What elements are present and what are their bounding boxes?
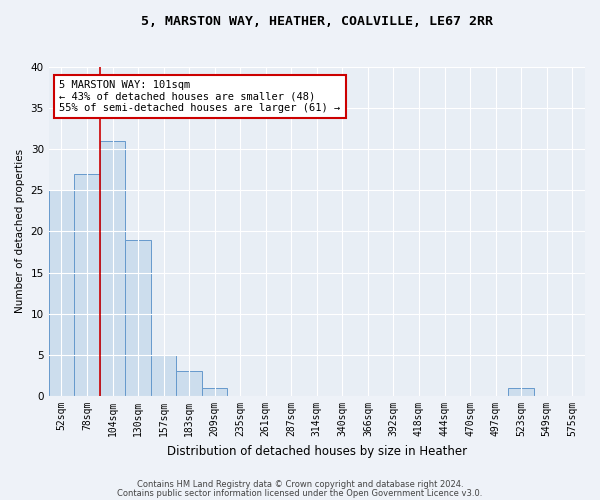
- Bar: [508, 388, 534, 396]
- Y-axis label: Number of detached properties: Number of detached properties: [15, 150, 25, 314]
- Bar: [74, 174, 100, 396]
- Text: Contains public sector information licensed under the Open Government Licence v3: Contains public sector information licen…: [118, 488, 482, 498]
- Bar: [151, 355, 176, 396]
- Text: Contains HM Land Registry data © Crown copyright and database right 2024.: Contains HM Land Registry data © Crown c…: [137, 480, 463, 489]
- Bar: [49, 190, 74, 396]
- Bar: [125, 240, 151, 396]
- X-axis label: Distribution of detached houses by size in Heather: Distribution of detached houses by size …: [167, 444, 467, 458]
- Bar: [100, 141, 125, 396]
- Bar: [202, 388, 227, 396]
- Title: 5, MARSTON WAY, HEATHER, COALVILLE, LE67 2RR: 5, MARSTON WAY, HEATHER, COALVILLE, LE67…: [141, 15, 493, 28]
- Text: 5 MARSTON WAY: 101sqm
← 43% of detached houses are smaller (48)
55% of semi-deta: 5 MARSTON WAY: 101sqm ← 43% of detached …: [59, 80, 341, 113]
- Bar: [176, 372, 202, 396]
